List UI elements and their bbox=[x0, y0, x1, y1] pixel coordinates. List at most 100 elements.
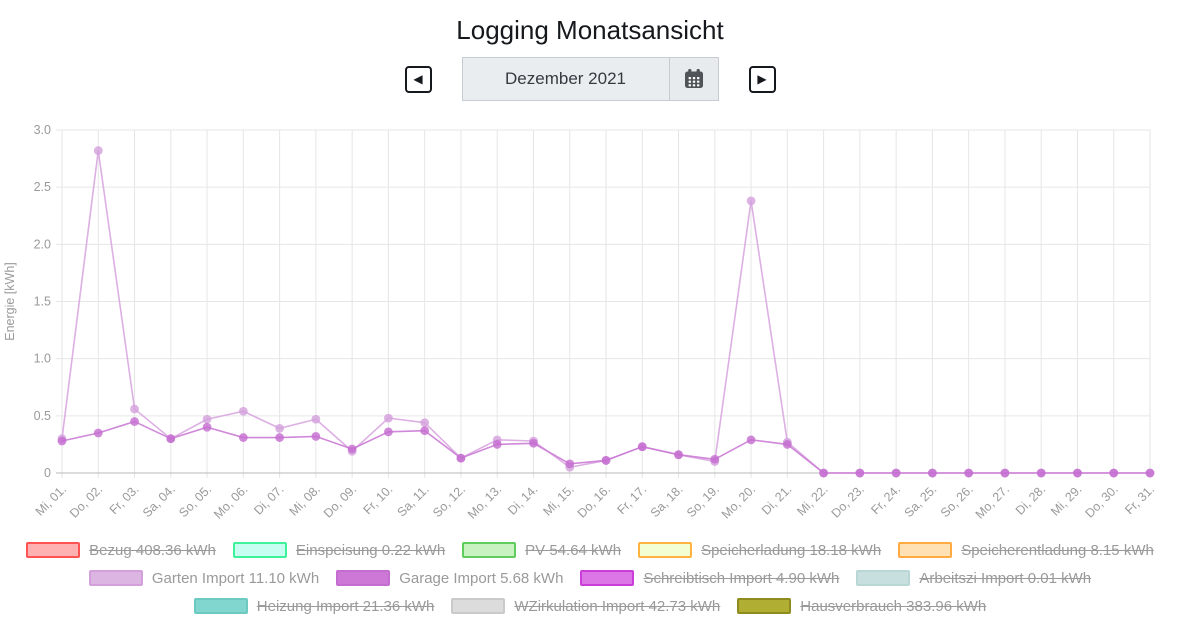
x-tick-label: Di, 21. bbox=[759, 482, 794, 517]
legend-color-box bbox=[88, 570, 143, 586]
data-point-garten-import[interactable] bbox=[311, 414, 321, 424]
prev-month-button[interactable]: ◀ bbox=[404, 65, 432, 93]
data-point-garage-import[interactable] bbox=[1109, 468, 1119, 478]
data-point-garage-import[interactable] bbox=[492, 440, 502, 449]
legend-item[interactable]: Einspeisung 0.22 kWh bbox=[232, 541, 446, 559]
data-point-garage-import[interactable] bbox=[57, 436, 67, 446]
data-point-garage-import[interactable] bbox=[746, 435, 756, 445]
data-point-garage-import[interactable] bbox=[601, 456, 611, 465]
legend-label: Schreibtisch Import 4.90 kWh bbox=[643, 569, 840, 587]
legend-label: WZirkulation Import 42.73 kWh bbox=[514, 597, 721, 615]
y-tick-label: 0.5 bbox=[34, 409, 51, 423]
x-tick-label: Sa, 11. bbox=[395, 482, 432, 519]
x-tick-label: So, 12. bbox=[430, 482, 468, 520]
prev-arrow-icon: ◀ bbox=[413, 72, 423, 86]
x-tick-label: Mi, 01. bbox=[33, 482, 69, 518]
y-axis-label: Energie [kWh] bbox=[3, 262, 17, 341]
data-point-garage-import[interactable] bbox=[238, 433, 248, 442]
data-point-garage-import[interactable] bbox=[964, 468, 974, 478]
data-point-garage-import[interactable] bbox=[1145, 468, 1155, 478]
next-month-button[interactable]: ▶ bbox=[748, 65, 776, 93]
data-point-garten-import[interactable] bbox=[93, 146, 103, 155]
legend-item[interactable]: Bezug 408.36 kWh bbox=[26, 542, 216, 559]
legend-label: Hausverbrauch 383.96 kWh bbox=[800, 597, 987, 615]
x-tick-label: Mi, 08. bbox=[287, 482, 323, 518]
legend-item[interactable]: Speicherentladung 8.15 kWh bbox=[898, 542, 1154, 559]
legend-row: Bezug 408.36 kWh Einspeisung 0.22 kWh PV 5… bbox=[0, 536, 1180, 564]
x-tick-label: Do, 30. bbox=[1082, 482, 1120, 520]
legend-color-box bbox=[26, 542, 81, 558]
legend-color-box bbox=[232, 542, 287, 558]
legend-row: Heizung Import 21.36 kWh WZirkulation Imp… bbox=[0, 592, 1180, 620]
next-arrow-icon: ▶ bbox=[757, 72, 767, 86]
data-point-garage-import[interactable] bbox=[311, 432, 321, 441]
x-tick-label: Di, 07. bbox=[251, 482, 286, 517]
data-point-garage-import[interactable] bbox=[166, 434, 176, 444]
legend-color-box bbox=[638, 542, 693, 558]
data-point-garage-import[interactable] bbox=[347, 444, 357, 454]
legend-label: Bezug 408.36 kWh bbox=[89, 541, 216, 559]
x-tick-label: Di, 14. bbox=[505, 482, 540, 517]
x-tick-label: Do, 02. bbox=[67, 482, 105, 520]
calendar-button[interactable] bbox=[668, 58, 718, 100]
legend-label: PV 54.64 kWh bbox=[525, 541, 622, 559]
date-value[interactable]: Dezember 2021 bbox=[505, 69, 626, 88]
data-point-garten-import[interactable] bbox=[275, 424, 284, 433]
data-point-garage-import[interactable] bbox=[1073, 468, 1082, 478]
data-point-garage-import[interactable] bbox=[710, 454, 720, 464]
chart: Mi, 01. Do, 02. Fr, 03. Sa, 04. So, 05. Mo, 0… bbox=[0, 114, 1180, 534]
data-point-garage-import[interactable] bbox=[420, 426, 430, 436]
legend: Bezug 408.36 kWh Einspeisung 0.22 kWh PV 5… bbox=[0, 536, 1180, 620]
y-tick-label: 0 bbox=[44, 466, 51, 480]
data-point-garage-import[interactable] bbox=[202, 422, 212, 432]
data-point-garage-import[interactable] bbox=[384, 427, 393, 437]
legend-label: Einspeisung 0.22 kWh bbox=[295, 541, 446, 559]
x-tick-label: Mi, 29. bbox=[1048, 482, 1084, 518]
data-point-garage-import[interactable] bbox=[529, 438, 538, 448]
data-point-garten-import[interactable] bbox=[130, 404, 139, 414]
x-tick-label: Mo, 13. bbox=[465, 482, 504, 521]
data-point-garage-import[interactable] bbox=[1000, 468, 1010, 478]
x-tick-label: Fr, 31. bbox=[1122, 482, 1157, 517]
data-point-garage-import[interactable] bbox=[637, 442, 647, 452]
data-point-garage-import[interactable] bbox=[782, 440, 792, 449]
data-point-garage-import[interactable] bbox=[891, 468, 901, 478]
x-tick-label: Fr, 10. bbox=[361, 482, 396, 517]
y-tick-label: 3.0 bbox=[34, 123, 51, 137]
legend-color-box bbox=[898, 542, 953, 558]
legend-color-box bbox=[193, 598, 248, 614]
data-point-garten-import[interactable] bbox=[202, 414, 212, 424]
x-tick-label: Fr, 17. bbox=[614, 482, 649, 517]
legend-item[interactable]: Speicherladung 18.18 kWh bbox=[638, 542, 881, 559]
data-point-garage-import[interactable] bbox=[928, 468, 937, 478]
data-point-garten-import[interactable] bbox=[420, 418, 430, 428]
data-point-garage-import[interactable] bbox=[855, 468, 865, 478]
data-point-garage-import[interactable] bbox=[1036, 468, 1046, 478]
data-point-garage-import[interactable] bbox=[456, 453, 466, 463]
legend-item[interactable]: Garten Import 11.10 kWh bbox=[88, 569, 320, 587]
x-tick-label: So, 19. bbox=[684, 482, 722, 520]
legend-item[interactable]: Heizung Import 21.36 kWh bbox=[193, 598, 434, 615]
calendar-icon bbox=[684, 69, 703, 88]
x-tick-label: Do, 23. bbox=[829, 482, 867, 520]
legend-item[interactable]: Hausverbrauch 383.96 kWh bbox=[737, 598, 986, 615]
x-tick-label: Sa, 18. bbox=[648, 482, 686, 520]
legend-item[interactable]: PV 54.64 kWh bbox=[462, 542, 621, 559]
data-point-garage-import[interactable] bbox=[565, 459, 575, 469]
data-point-garten-import[interactable] bbox=[238, 406, 248, 416]
data-point-garage-import[interactable] bbox=[275, 433, 284, 442]
data-point-garage-import[interactable] bbox=[819, 468, 828, 478]
legend-item[interactable]: Garage Import 5.68 kWh bbox=[336, 570, 563, 587]
data-point-garten-import[interactable] bbox=[384, 413, 393, 423]
data-point-garage-import[interactable] bbox=[674, 450, 683, 460]
data-point-garten-import[interactable] bbox=[746, 196, 756, 206]
data-point-garage-import[interactable] bbox=[130, 417, 139, 426]
data-point-garage-import[interactable] bbox=[93, 428, 103, 438]
legend-item[interactable]: Schreibtisch Import 4.90 kWh bbox=[580, 570, 839, 587]
legend-label: Garten Import 11.10 kWh bbox=[151, 569, 320, 587]
legend-item[interactable]: Arbeitszi Import 0.01 kWh bbox=[856, 570, 1091, 587]
x-tick-label: Mo, 06. bbox=[211, 482, 250, 521]
legend-color-box bbox=[856, 570, 911, 586]
legend-item[interactable]: WZirkulation Import 42.73 kWh bbox=[451, 598, 720, 615]
x-tick-label: Mo, 20. bbox=[719, 482, 758, 521]
